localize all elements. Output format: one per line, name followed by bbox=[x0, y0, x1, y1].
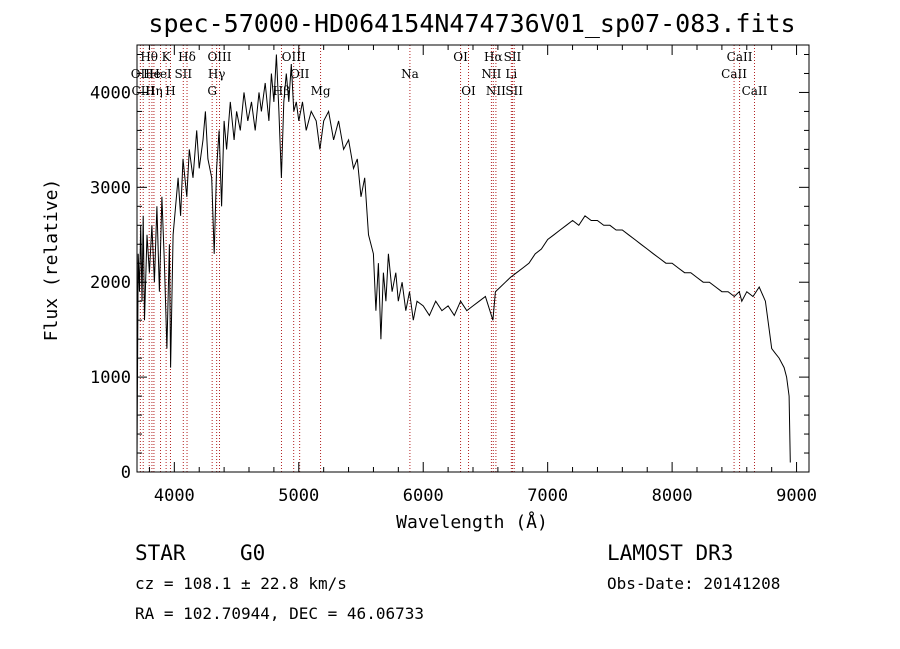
x-tick-label-3: 7000 bbox=[527, 486, 568, 506]
ra-dec-coordinates: RA = 102.70944, DEC = 46.06733 bbox=[135, 604, 424, 623]
line-label-9: Hδ bbox=[178, 50, 196, 64]
y-tick-label-4: 4000 bbox=[90, 83, 131, 103]
plot-frame bbox=[136, 44, 810, 473]
line-label-8: SII bbox=[174, 67, 192, 81]
line-label-23: Li bbox=[505, 67, 517, 81]
line-label-11: Hγ bbox=[208, 67, 226, 81]
line-label-2: Hθ bbox=[140, 50, 158, 64]
y-axis: 0 1000 2000 3000 4000 bbox=[90, 53, 809, 483]
line-label-24: SII bbox=[504, 50, 522, 64]
redshift-cz: cz = 108.1 ± 22.8 km/s bbox=[135, 574, 347, 593]
line-label-5: HeI bbox=[149, 67, 172, 81]
line-label-28: CaII bbox=[742, 84, 768, 98]
line-label-6: K bbox=[162, 50, 172, 64]
spectral-subclass: G0 bbox=[240, 541, 265, 565]
line-label-7: H bbox=[165, 84, 175, 98]
line-label-0: OII bbox=[131, 67, 151, 81]
line-label-16: Mg bbox=[311, 84, 331, 98]
y-tick-label-3: 3000 bbox=[90, 178, 131, 198]
line-label-20: NII bbox=[481, 67, 501, 81]
line-label-17: Na bbox=[401, 67, 419, 81]
object-class: STAR bbox=[135, 541, 186, 565]
line-label-21: Hα bbox=[484, 50, 503, 64]
line-markers bbox=[139, 45, 755, 472]
x-tick-label-5: 9000 bbox=[776, 486, 817, 506]
line-labels: OIICIIIHθHeHηHeIKHSIIHδGHγOIIIHβOIIIOIIM… bbox=[131, 50, 768, 98]
line-label-12: OIII bbox=[207, 50, 231, 64]
line-label-4: Hη bbox=[145, 84, 163, 98]
line-label-10: G bbox=[207, 84, 217, 98]
x-tick-label-2: 6000 bbox=[403, 486, 444, 506]
line-label-22: NII bbox=[486, 84, 506, 98]
x-tick-label-4: 8000 bbox=[652, 486, 693, 506]
x-axis-label: Wavelength (Å) bbox=[396, 511, 548, 533]
y-tick-label-2: 2000 bbox=[90, 273, 131, 293]
line-label-3: He bbox=[143, 67, 161, 81]
chart-title: spec-57000-HD064154N474736V01_sp07-083.f… bbox=[148, 9, 795, 38]
observation-date: Obs-Date: 20141208 bbox=[607, 574, 780, 593]
y-axis-label: Flux (relative) bbox=[41, 179, 62, 342]
line-label-14: OIII bbox=[282, 50, 306, 64]
y-tick-label-0: 0 bbox=[121, 463, 131, 483]
x-axis: 4000 5000 6000 7000 8000 9000 bbox=[148, 45, 817, 506]
y-tick-label-1: 1000 bbox=[90, 368, 131, 388]
line-label-19: OI bbox=[461, 84, 476, 98]
survey-name: LAMOST DR3 bbox=[607, 541, 733, 565]
line-label-13: Hβ bbox=[273, 84, 290, 98]
line-label-27: CaII bbox=[727, 50, 753, 64]
spectrum-series-0 bbox=[136, 54, 791, 463]
series-layer bbox=[136, 54, 791, 463]
line-label-15: OII bbox=[290, 67, 310, 81]
x-tick-label-0: 4000 bbox=[154, 486, 195, 506]
line-label-18: OI bbox=[453, 50, 468, 64]
x-tick-label-1: 5000 bbox=[278, 486, 319, 506]
line-label-26: CaII bbox=[721, 67, 747, 81]
line-label-25: SII bbox=[505, 84, 523, 98]
